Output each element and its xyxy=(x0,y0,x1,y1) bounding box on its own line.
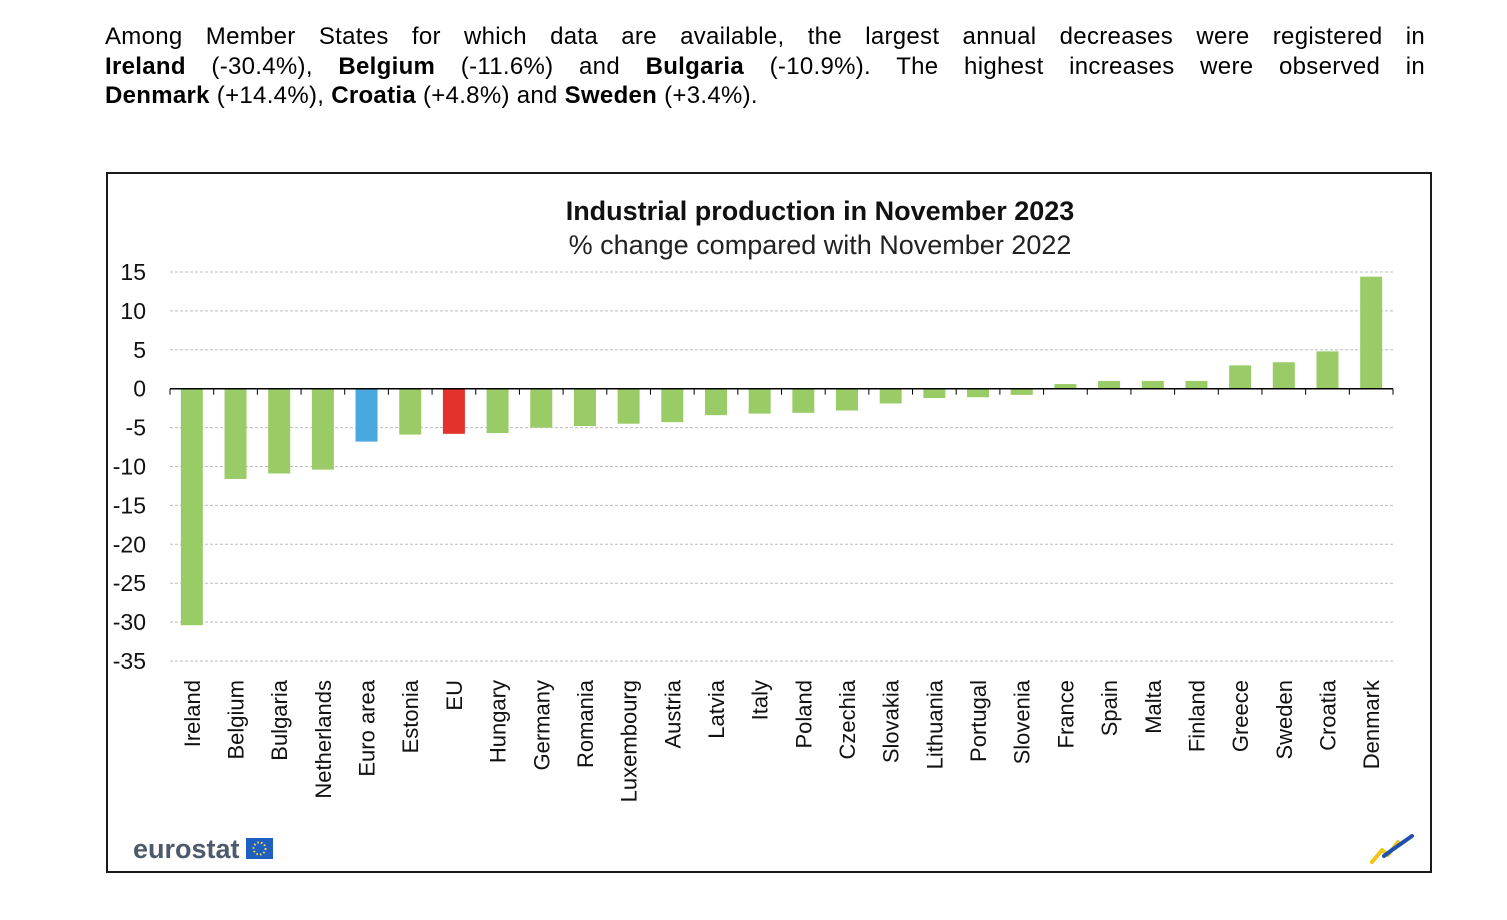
bar-slovakia xyxy=(879,388,902,404)
x-category-label: Ireland xyxy=(180,680,205,747)
x-category-label: Latvia xyxy=(704,679,729,738)
x-category-label: France xyxy=(1053,680,1078,748)
y-tick-label: -15 xyxy=(113,492,146,518)
bar-france xyxy=(1054,384,1077,389)
y-tick-label: -20 xyxy=(113,531,146,557)
x-category-label: Hungary xyxy=(486,680,511,763)
paragraph-line-1: Among Member States for which data are a… xyxy=(105,22,1425,52)
bar-slovenia xyxy=(1010,388,1033,395)
chart-title: Industrial production in November 2023 xyxy=(566,196,1075,226)
x-category-label: Belgium xyxy=(224,680,249,759)
paragraph-text: (+14.4%), xyxy=(209,82,332,109)
bar-poland xyxy=(792,388,815,413)
eurostat-logo: eurostat xyxy=(133,834,273,864)
paragraph-line-3: Denmark (+14.4%), Croatia (+4.8%) and Sw… xyxy=(105,81,1425,111)
bar-belgium xyxy=(224,388,247,479)
eu-flag-icon xyxy=(246,838,273,859)
paragraph-text: (-30.4%), xyxy=(185,52,339,80)
country-sweden: Sweden xyxy=(564,82,658,109)
paragraph-text: (+4.8%) and xyxy=(415,82,565,109)
statistics-explained-icon xyxy=(1370,834,1414,864)
x-category-label: Slovakia xyxy=(879,679,904,763)
bar-luxembourg xyxy=(617,388,640,424)
x-category-label: Denmark xyxy=(1359,679,1384,769)
bar-czechia xyxy=(836,388,859,411)
x-category-label: Czechia xyxy=(835,679,860,759)
category-labels: Ireland Belgium Bulgaria Netherlands Euro ar… xyxy=(180,679,1384,802)
x-category-label: Greece xyxy=(1228,680,1253,752)
x-category-label: EU xyxy=(442,680,467,711)
x-category-label: Euro area xyxy=(355,679,380,776)
x-category-label: Malta xyxy=(1141,679,1166,734)
x-axis xyxy=(169,387,1394,395)
bar-sweden xyxy=(1272,362,1295,389)
bar-hungary xyxy=(486,388,509,434)
x-category-label: Luxembourg xyxy=(617,680,642,802)
bar-italy xyxy=(748,388,771,414)
country-denmark: Denmark xyxy=(105,82,210,109)
y-axis-ticks: 15 10 5 0 -5 -10 -15 -20 -25 -30 -35 xyxy=(113,259,146,674)
bar-denmark xyxy=(1360,276,1383,389)
bars xyxy=(180,276,1383,626)
x-category-label: Germany xyxy=(529,680,554,770)
intro-paragraph: Among Member States for which data are a… xyxy=(105,22,1425,111)
y-tick-label: -10 xyxy=(113,454,146,480)
paragraph-text: (+3.4%). xyxy=(657,82,758,109)
x-category-label: Romania xyxy=(573,679,598,768)
x-category-label: Portugal xyxy=(966,680,991,762)
x-category-label: Finland xyxy=(1184,680,1209,752)
y-tick-label: -30 xyxy=(113,609,146,635)
bar-malta xyxy=(1141,380,1164,389)
bar-ireland xyxy=(180,388,203,626)
bar-bulgaria xyxy=(268,388,291,474)
bar-latvia xyxy=(704,388,727,416)
bar-finland xyxy=(1185,380,1208,389)
gridlines xyxy=(170,271,1393,662)
x-category-label: Lithuania xyxy=(922,679,947,769)
bar-lithuania xyxy=(923,388,946,399)
paragraph-text: (-11.6%) and xyxy=(435,52,646,80)
eurostat-wordmark: eurostat xyxy=(133,834,240,864)
bar-portugal xyxy=(967,388,990,398)
country-croatia: Croatia xyxy=(331,82,416,109)
x-category-label: Croatia xyxy=(1315,679,1340,751)
y-tick-label: -5 xyxy=(126,415,146,441)
bar-greece xyxy=(1229,365,1252,389)
y-tick-label: 15 xyxy=(120,259,146,285)
country-bulgaria: Bulgaria xyxy=(645,52,745,80)
bar-euro-area xyxy=(355,388,378,442)
x-category-label: Slovenia xyxy=(1010,679,1035,764)
bar-croatia xyxy=(1316,351,1339,389)
paragraph-text: Among Member States for which data are a… xyxy=(105,23,1425,50)
x-category-label: Austria xyxy=(660,679,685,748)
eu-flag-stars xyxy=(252,841,267,856)
bar-germany xyxy=(530,388,553,428)
x-category-label: Poland xyxy=(791,680,816,749)
bar-estonia xyxy=(399,388,422,435)
x-category-label: Sweden xyxy=(1272,680,1297,760)
bar-eu xyxy=(442,388,465,434)
country-ireland: Ireland xyxy=(105,52,186,80)
paragraph-text: (-10.9%). The highest increases were obs… xyxy=(744,52,1425,80)
bar-romania xyxy=(573,388,596,427)
x-category-label: Bulgaria xyxy=(267,679,292,760)
y-tick-label: 10 xyxy=(120,298,146,324)
x-category-label: Estonia xyxy=(398,679,423,753)
chart-subtitle: % change compared with November 2022 xyxy=(569,230,1072,260)
chart-frame xyxy=(106,172,1432,873)
x-category-label: Italy xyxy=(748,680,773,720)
x-category-label: Netherlands xyxy=(311,680,336,799)
country-belgium: Belgium xyxy=(338,52,436,80)
x-category-label: Spain xyxy=(1097,680,1122,736)
paragraph-line-2: Ireland (-30.4%), Belgium (-11.6%) and B… xyxy=(105,52,1425,82)
y-tick-label: -35 xyxy=(113,648,146,674)
y-tick-label: 5 xyxy=(133,337,146,363)
y-tick-label: -25 xyxy=(113,570,146,596)
bar-austria xyxy=(661,388,684,423)
bar-spain xyxy=(1098,380,1121,389)
bar-netherlands xyxy=(311,388,334,470)
y-tick-label: 0 xyxy=(133,376,146,402)
